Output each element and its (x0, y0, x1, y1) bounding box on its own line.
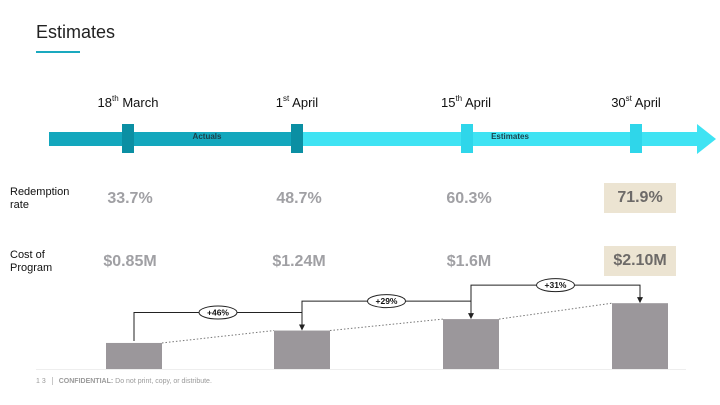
confidential-label: CONFIDENTIAL: (58, 377, 114, 385)
trend-line-2 (329, 318, 444, 332)
actuals-segment (49, 132, 301, 146)
bar-4 (612, 303, 668, 370)
redemption-value-4: 71.9% (604, 183, 676, 213)
redemption-value-3: 60.3% (446, 190, 492, 207)
confidential-text: Do not print, copy, or distribute. (115, 377, 212, 385)
timeline-arrow (49, 124, 716, 154)
cost-value-1: $0.85M (103, 253, 157, 270)
cost-of-program-label: Cost of Program (10, 249, 53, 274)
page-number: 1 3 (36, 377, 46, 385)
growth-pill-3 (536, 278, 575, 293)
date-label-1: 18th March (97, 94, 159, 110)
bar-1 (106, 342, 162, 370)
growth-label-1: +46% (207, 308, 229, 318)
cost-bar-chart: +46% +29% +31% (106, 278, 668, 370)
date-label-4: 30st April (611, 94, 661, 110)
actuals-label: Actuals (192, 132, 222, 141)
date-label-2: 1st April (275, 94, 319, 110)
redemption-value-2: 48.7% (276, 190, 322, 207)
growth-pill-1 (198, 305, 238, 320)
cost-value-4: $2.10M (604, 246, 676, 276)
estimates-label: Estimates (491, 132, 529, 141)
redemption-rate-label: Redemption rate (10, 186, 70, 211)
estimates-segment (301, 132, 697, 146)
growth-pill-2 (367, 294, 406, 309)
timeline-marker-3 (461, 124, 473, 153)
timeline-marker-4 (630, 124, 642, 153)
redemption-value-1: 33.7% (107, 190, 153, 207)
footer: 1 3 CONFIDENTIAL: Do not print, copy, or … (36, 377, 212, 385)
footer-divider (36, 369, 686, 370)
growth-label-3: +31% (545, 280, 567, 290)
trend-line-1 (161, 330, 275, 344)
footer-separator (51, 377, 53, 385)
trend-line-3 (498, 302, 613, 320)
date-label-3: 15th April (440, 94, 492, 110)
cost-value-2: $1.24M (272, 253, 326, 270)
growth-label-2: +29% (376, 296, 398, 306)
timeline-marker-1 (122, 124, 134, 153)
arrow-head-icon (697, 124, 716, 154)
timeline-marker-2 (291, 124, 303, 153)
cost-value-3: $1.6M (446, 253, 492, 270)
bar-3 (443, 319, 499, 370)
title-underline (36, 51, 80, 53)
bar-2 (274, 330, 330, 370)
slide-title: Estimates (36, 22, 116, 42)
